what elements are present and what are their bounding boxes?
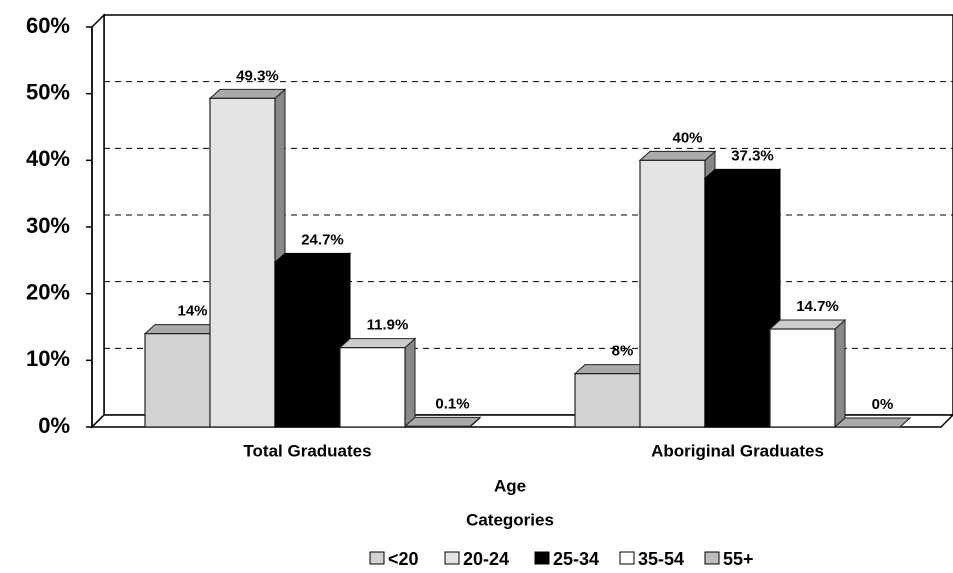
bar-top [273, 252, 352, 263]
legend-label: <20 [388, 549, 419, 569]
bar-top [208, 88, 287, 99]
y-tick-label: 30% [26, 213, 70, 238]
bar-top [403, 416, 482, 427]
bar [639, 159, 706, 428]
legend-label: 25-34 [553, 549, 599, 569]
legend-swatch [704, 551, 720, 565]
value-label: 14% [177, 303, 207, 320]
bar-top [573, 364, 652, 375]
value-label: 14.7% [796, 298, 839, 315]
x-axis-label: Age [494, 476, 526, 495]
y-tick-label: 60% [26, 13, 70, 38]
bar [769, 328, 836, 428]
bar [274, 261, 341, 428]
value-label: 49.3% [236, 67, 279, 84]
bar-top [703, 168, 782, 179]
legend-swatch [444, 551, 460, 565]
y-tick-label: 10% [26, 346, 70, 371]
bar [144, 333, 211, 428]
bar [209, 97, 276, 428]
y-tick-label: 0% [38, 413, 70, 438]
bar [704, 177, 771, 428]
value-label: 0.1% [435, 395, 469, 412]
legend-swatch [619, 551, 635, 565]
y-tick-label: 50% [26, 79, 70, 104]
bar-top [143, 324, 222, 335]
legend-label: 35-54 [638, 549, 684, 569]
value-label: 37.3% [731, 147, 774, 164]
x-tick-label: Total Graduates [243, 441, 371, 460]
legend-label: 55+ [723, 549, 754, 569]
bar-top [638, 150, 717, 161]
side-wall [91, 13, 105, 429]
x-tick-label: Aboriginal Graduates [651, 441, 824, 460]
legend-swatch [369, 551, 385, 565]
value-label: 24.7% [301, 231, 344, 248]
bar-top [338, 338, 417, 349]
value-label: 0% [872, 396, 894, 413]
value-label: 11.9% [367, 317, 409, 334]
value-label: 8% [612, 343, 634, 360]
y-tick-label: 40% [26, 146, 70, 171]
bar [404, 425, 471, 428]
bar-side [834, 318, 846, 429]
y-tick-label: 20% [26, 279, 70, 304]
bar [339, 347, 406, 428]
x-axis-label: Categories [466, 510, 554, 529]
value-label: 40% [672, 129, 702, 146]
legend-label: 20-24 [463, 549, 509, 569]
legend-swatch [534, 551, 550, 565]
bar-side [404, 337, 416, 429]
bar-top [833, 417, 912, 428]
bar [574, 373, 641, 428]
bar-top [768, 319, 847, 330]
